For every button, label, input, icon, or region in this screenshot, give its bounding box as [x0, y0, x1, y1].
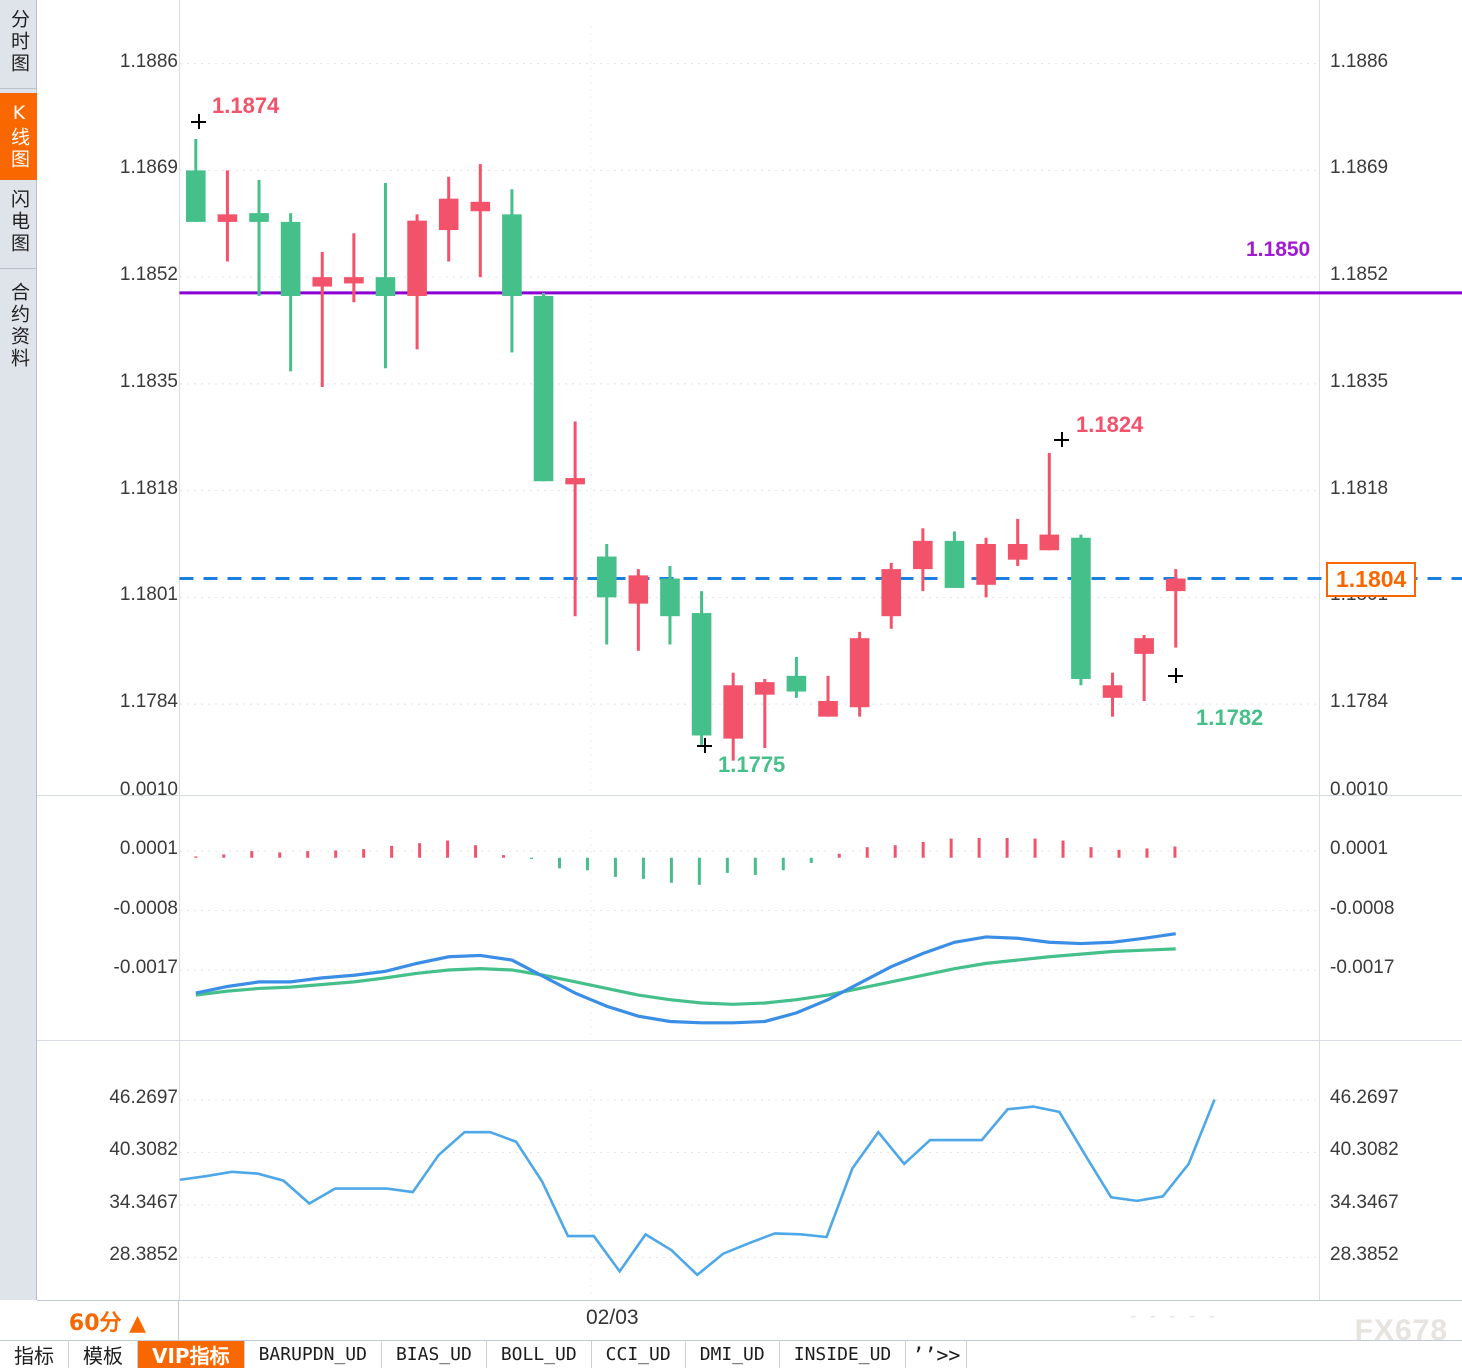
macd-axis-left-tick: 0.0010	[119, 778, 178, 800]
high-annot-2: 1.1824	[1076, 412, 1144, 437]
rsi-axis-right-tick: 46.2697	[1330, 1086, 1399, 1108]
rsi-axis-right-tick: 28.3852	[1330, 1244, 1399, 1266]
macd-axis-right-tick: -0.0017	[1330, 956, 1395, 978]
price-axis-left-tick: 1.1869	[119, 157, 178, 179]
resistance-line-label: 1.1850	[1246, 238, 1311, 261]
rsi-chart-panel	[37, 1041, 1462, 1300]
price-axis-left-tick: 1.1886	[119, 50, 178, 72]
extreme-marker-icon	[1054, 432, 1069, 447]
price-axis-left-tick: 1.1801	[119, 584, 178, 606]
rsi-axis-left-tick: 34.3467	[109, 1191, 178, 1213]
sidebar-item-kline-chart[interactable]: K线图	[0, 93, 37, 180]
tab-vip[interactable]: VIP指标	[138, 1341, 245, 1368]
price-axis-right-tick: 1.1818	[1330, 477, 1389, 499]
sidebar-divider-2	[0, 268, 36, 269]
rsi-axis-left-tick: 40.3082	[109, 1139, 178, 1161]
faint-tick-marks: - - - - -	[1130, 1306, 1219, 1327]
rsi-axis-left-tick: 46.2697	[109, 1086, 178, 1108]
current-price-box: 1.1804	[1326, 562, 1417, 597]
macd-axis-right-tick: 0.0001	[1330, 838, 1389, 860]
left-sidebar: 分时图 K线图 闪电图 合约资料	[0, 0, 37, 1300]
price-axis-right-tick: 1.1835	[1330, 370, 1389, 392]
tab-bar-spacer	[967, 1341, 1462, 1368]
sidebar-item-flash-chart[interactable]: 闪电图	[8, 189, 30, 255]
price-axis-left-tick: 1.1784	[119, 691, 178, 713]
timeframe-button[interactable]: 60分 ▲	[37, 1300, 179, 1340]
macd-axis-right-tick: -0.0008	[1330, 897, 1395, 919]
extreme-marker-icon	[1168, 668, 1183, 683]
macd-axis-right-tick: 0.0010	[1330, 778, 1389, 800]
bottom-tab-bar: 指标 模板 VIP指标 BARUPDN_UD BIAS_UD BOLL_UD CCI_UD D…	[0, 1340, 1462, 1368]
tab-indicators[interactable]: 指标	[0, 1341, 69, 1368]
rsi-axis-right-tick: 34.3467	[1330, 1191, 1399, 1213]
tab-inside[interactable]: INSIDE_UD	[780, 1341, 907, 1368]
price-axis-left-tick: 1.1818	[119, 477, 178, 499]
tab-cci[interactable]: CCI_UD	[592, 1341, 686, 1368]
rsi-svg[interactable]	[37, 1041, 1462, 1300]
macd-axis-left-tick: 0.0001	[119, 838, 178, 860]
tab-bias[interactable]: BIAS_UD	[382, 1341, 487, 1368]
price-axis-right-tick: 1.1852	[1330, 264, 1389, 286]
price-axis-right-tick: 1.1784	[1330, 691, 1389, 713]
macd-svg[interactable]	[37, 796, 1462, 1040]
macd-axis-left-tick: -0.0017	[113, 956, 178, 978]
date-axis-label: 02/03	[586, 1306, 639, 1329]
tab-more[interactable]: ’’>>	[906, 1341, 968, 1368]
macd-chart-panel	[37, 796, 1462, 1040]
price-axis-left-tick: 1.1835	[119, 370, 178, 392]
low-annot-2: 1.1782	[1196, 705, 1264, 730]
tab-templates[interactable]: 模板	[69, 1341, 138, 1368]
sidebar-item-time-chart[interactable]: 分时图	[8, 9, 30, 75]
rsi-axis-left-tick: 28.3852	[109, 1244, 178, 1266]
sidebar-item-contract-info[interactable]: 合约资料	[8, 282, 30, 370]
tab-barupdn[interactable]: BARUPDN_UD	[245, 1341, 382, 1368]
price-axis-left-tick: 1.1852	[119, 264, 178, 286]
low-annot: 1.1775	[718, 752, 786, 777]
tab-boll[interactable]: BOLL_UD	[487, 1341, 592, 1368]
extreme-marker-icon	[697, 738, 712, 753]
extreme-marker-icon	[191, 114, 206, 129]
high-annot: 1.1874	[212, 93, 280, 118]
date-axis	[37, 1300, 1462, 1340]
price-axis-right-tick: 1.1886	[1330, 50, 1389, 72]
sidebar-divider	[0, 88, 36, 89]
rsi-axis-right-tick: 40.3082	[1330, 1139, 1399, 1161]
tab-dmi[interactable]: DMI_UD	[686, 1341, 780, 1368]
price-chart-panel	[37, 0, 1462, 795]
macd-axis-left-tick: -0.0008	[113, 897, 178, 919]
price-axis-right-tick: 1.1869	[1330, 157, 1389, 179]
price-candles-svg[interactable]	[37, 0, 1462, 795]
